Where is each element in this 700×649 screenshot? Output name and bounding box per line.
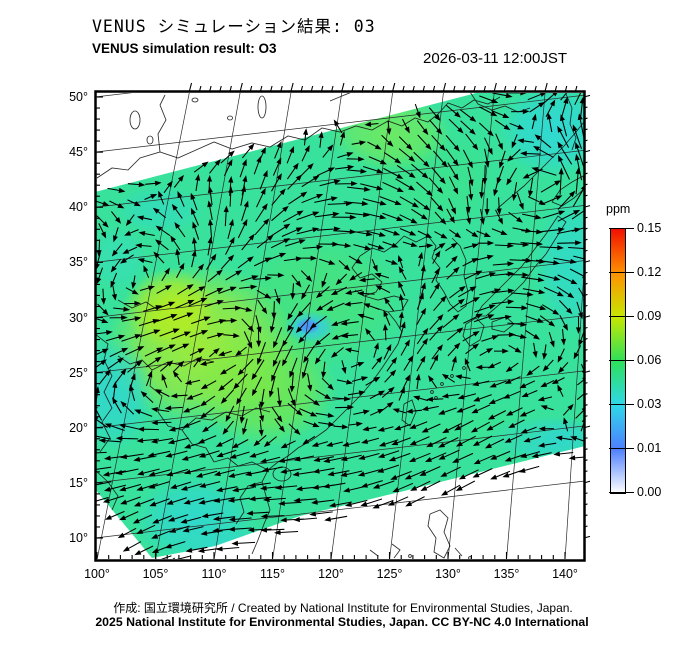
lat-tick-label: 25° [69, 365, 88, 380]
colorbar-tick-mark [609, 359, 634, 361]
lon-tick-label: 140° [552, 567, 578, 581]
lon-tick-label: 110° [201, 567, 227, 581]
lon-tick-label: 120° [318, 567, 344, 581]
lat-tick-label: 30° [69, 310, 88, 325]
colorbar-unit-label: ppm [606, 202, 631, 216]
colorbar-tick-mark [609, 271, 634, 273]
wind-vector-arrows [96, 93, 584, 559]
lat-tick-label: 15° [69, 475, 88, 490]
lat-tick-label: 10° [69, 531, 88, 545]
lat-tick-label: 35° [69, 255, 88, 270]
colorbar-tick-label: 0.09 [637, 308, 662, 323]
colorbar-tick-label: 0.03 [637, 396, 662, 411]
colorbar-tick-label: 0.15 [637, 220, 662, 235]
title-japanese: VENUS シミュレーション結果: 03 [92, 17, 376, 36]
colorbar-tick-label: 0.00 [637, 484, 662, 499]
lat-tick-label: 50° [69, 90, 88, 104]
lon-tick-label: 125° [376, 567, 403, 581]
map-frame [94, 82, 591, 562]
lon-tick-label: 130° [435, 567, 461, 581]
timestamp: 2026-03-11 12:00JST [423, 50, 567, 67]
lon-tick-label: 135° [493, 567, 520, 581]
lon-tick-label: 100° [84, 567, 110, 581]
title-english: VENUS simulation result: O3 [92, 41, 277, 56]
colorbar-tick-mark [609, 447, 634, 449]
lon-tick-label: 105° [142, 567, 169, 581]
credit-text: 作成: 国立環境研究所 / Created by National Instit… [113, 601, 573, 615]
colorbar-tick-label: 0.12 [637, 264, 662, 279]
license-text: 2025 National Institute for Environmenta… [95, 615, 589, 629]
colorbar-tick-mark [609, 227, 634, 229]
lat-tick-label: 40° [69, 200, 88, 215]
colorbar-tick-label: 0.01 [637, 440, 662, 455]
lat-tick-label: 20° [69, 420, 88, 435]
colorbar-tick-label: 0.06 [637, 352, 662, 367]
colorbar-tick-mark [609, 315, 634, 317]
colorbar-tick-mark [609, 403, 634, 405]
lon-tick-label: 115° [260, 567, 285, 581]
lat-tick-label: 45° [69, 145, 88, 160]
coastlines [96, 93, 584, 559]
colorbar-tick-mark [609, 491, 634, 493]
colorbar-gradient [610, 228, 626, 494]
